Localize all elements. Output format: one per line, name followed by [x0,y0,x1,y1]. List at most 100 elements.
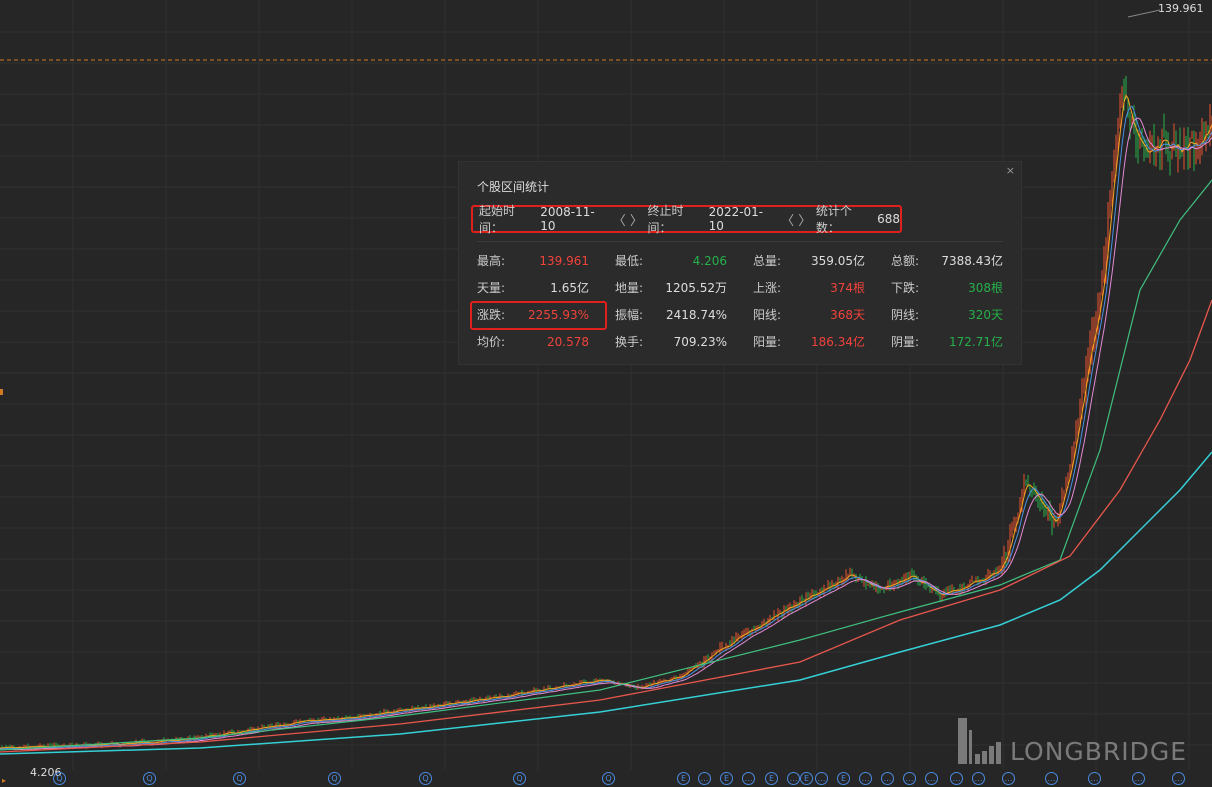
stat-value: 186.34亿 [811,335,865,349]
stat-label: 下跌: [891,281,920,295]
divider [477,241,1003,242]
stat-item: 振幅: 2418.74% [615,307,727,323]
panel-title: 个股区间统计 [477,180,550,194]
stat-value: 709.23% [673,335,727,349]
event-marker-icon[interactable]: Q [602,772,615,785]
logo-text: LONGBRIDGE [1010,737,1188,766]
stat-label: 涨跌: [477,308,506,322]
stat-item: 最低: 4.206 [615,253,727,269]
count-value: 688 [877,212,901,226]
stat-item: 天量: 1.65亿 [477,280,589,296]
event-marker-icon[interactable]: … [787,772,800,785]
stat-value: 374根 [830,281,865,295]
stat-value: 139.961 [539,254,589,268]
event-marker-icon[interactable]: … [815,772,828,785]
stat-label: 阴线: [891,308,920,322]
start-arrows-icon[interactable]: 〈 〉 [612,213,643,229]
stat-value: 308根 [968,281,1003,295]
event-marker-icon[interactable]: E [800,772,813,785]
event-marker-icon[interactable]: E [720,772,733,785]
ma10-line [0,105,1212,750]
event-marker-icon[interactable]: … [903,772,916,785]
event-marker-icon[interactable]: … [859,772,872,785]
stat-label: 最低: [615,254,644,268]
end-arrows-icon[interactable]: 〈 〉 [781,213,812,229]
stat-label: 阴量: [891,335,920,349]
stat-item: 地量: 1205.52万 [615,280,727,296]
left-axis-marker [0,389,3,395]
change-highlight-box [470,301,607,330]
event-markers-row: Q Q Q Q Q Q Q E… E… E… E… E…………………………… [0,770,1212,787]
event-marker-icon[interactable]: Q [419,772,432,785]
end-date-value[interactable]: 2022-01-10 [708,205,764,233]
start-date-value[interactable]: 2008-11-10 [540,205,595,233]
event-marker-icon[interactable]: … [1172,772,1185,785]
stat-label: 阳线: [753,308,782,322]
stat-value: 20.578 [547,335,589,349]
stat-value: 4.206 [692,254,727,268]
stat-value: 2418.74% [665,308,727,322]
event-marker-icon[interactable]: … [742,772,755,785]
stat-value: 1205.52万 [665,281,727,295]
event-marker-icon[interactable]: E [677,772,690,785]
event-marker-icon[interactable]: … [1002,772,1015,785]
high-price-label: 139.961 [1158,2,1204,15]
stat-value: 359.05亿 [811,254,865,268]
close-icon[interactable]: × [1005,164,1015,177]
event-marker-icon[interactable]: Q [53,772,66,785]
longbridge-logo: LONGBRIDGE [958,718,1188,766]
event-marker-icon[interactable]: … [1132,772,1145,785]
ma20-line [0,117,1212,751]
stat-item: 均价: 20.578 [477,334,589,350]
stat-item: 涨跌: 2255.93% [477,307,589,323]
stat-item: 阳线: 368天 [753,307,865,323]
event-marker-icon[interactable]: … [925,772,938,785]
date-range-row: 起始时间： 2008-11-10 〈 〉 终止时间： 2022-01-10 〈 … [471,204,902,235]
stat-label: 振幅: [615,308,644,322]
stat-label: 总量: [753,254,782,268]
stat-label: 阳量: [753,335,782,349]
logo-bars-icon [958,718,1001,764]
stat-item: 阳量: 186.34亿 [753,334,865,350]
stat-item: 最高: 139.961 [477,253,589,269]
corner-arrow-icon: ▸ [2,776,7,785]
stat-value: 172.71亿 [949,335,1003,349]
stat-value: 1.65亿 [550,281,589,295]
stat-item: 阴线: 320天 [891,307,1003,323]
ma60-line [0,179,1212,751]
event-marker-icon[interactable]: Q [143,772,156,785]
event-marker-icon[interactable]: … [950,772,963,785]
stat-label: 总额: [891,254,920,268]
event-marker-icon[interactable]: Q [328,772,341,785]
stat-label: 地量: [615,281,644,295]
interval-stats-panel: 个股区间统计 × 起始时间： 2008-11-10 〈 〉 终止时间： 2022… [458,161,1022,365]
count-label: 统计个数： [815,204,852,235]
stat-item: 上涨: 374根 [753,280,865,296]
event-marker-icon[interactable]: Q [233,772,246,785]
ma120-line [0,299,1212,753]
stat-value: 368天 [830,308,865,322]
stat-value: 2255.93% [527,308,589,322]
event-marker-icon[interactable]: … [1045,772,1058,785]
stat-label: 均价: [477,335,506,349]
stat-label: 最高: [477,254,506,268]
stat-label: 上涨: [753,281,782,295]
end-label: 终止时间： [647,204,684,235]
event-marker-icon[interactable]: … [972,772,985,785]
stat-label: 天量: [477,281,506,295]
stat-item: 总量: 359.05亿 [753,253,865,269]
event-marker-icon[interactable]: E [765,772,778,785]
stat-value: 7388.43亿 [941,254,1003,268]
stat-item: 换手: 709.23% [615,334,727,350]
ma250-line [0,451,1212,755]
stat-item: 阴量: 172.71亿 [891,334,1003,350]
event-marker-icon[interactable]: E [837,772,850,785]
start-label: 起始时间： [479,204,516,235]
event-marker-icon[interactable]: Q [513,772,526,785]
event-marker-icon[interactable]: … [881,772,894,785]
event-marker-icon[interactable]: … [1088,772,1101,785]
event-marker-icon[interactable]: … [698,772,711,785]
stat-label: 换手: [615,335,644,349]
stat-item: 总额: 7388.43亿 [891,253,1003,269]
